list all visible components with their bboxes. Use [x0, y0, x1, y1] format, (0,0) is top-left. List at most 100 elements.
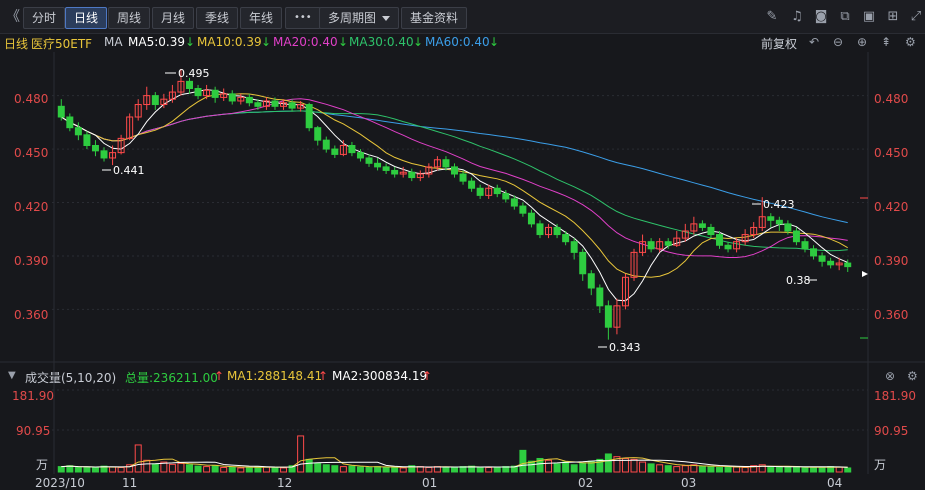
grid-icon[interactable]: ⊞	[887, 9, 899, 24]
candle-body	[331, 148, 339, 155]
volume-bar	[750, 465, 758, 473]
pin-icon[interactable]: ⇞	[881, 35, 892, 49]
volume-bar	[621, 457, 629, 473]
ma5-line	[61, 89, 848, 302]
volume-bar	[134, 444, 142, 473]
candle-body	[314, 127, 322, 141]
volume-bar	[262, 466, 270, 473]
candle-body	[220, 93, 228, 98]
candle-body	[83, 134, 91, 146]
volume-bar	[510, 465, 518, 473]
candle-body	[502, 193, 510, 200]
candle-body	[767, 216, 775, 221]
volume-bar	[579, 462, 587, 473]
candle-body	[476, 187, 484, 196]
volume-bar	[656, 464, 664, 473]
volume-settings-icon[interactable]: ⚙	[907, 369, 918, 383]
tab-intraday[interactable]: 分时	[23, 7, 66, 29]
zoom-in-icon[interactable]: ⊕	[857, 35, 868, 49]
layers-icon[interactable]: ▣	[862, 9, 876, 24]
price-tick-left-0480: 0.480	[14, 92, 49, 106]
edit-icon[interactable]: ✎	[766, 9, 778, 24]
candle-body	[818, 255, 826, 262]
candle-body	[545, 226, 553, 236]
ma-legend-bar: 日线 医疗50ETF MA MA5:0.39 ↓ MA10:0.39 ↓ MA2…	[0, 34, 925, 51]
candle-body	[733, 241, 741, 250]
annotations: 0.495 0.441 0.343 0.423 0.38	[102, 67, 868, 354]
volume-bar	[74, 466, 82, 473]
more-button[interactable]: •••	[285, 7, 321, 29]
candle-body	[433, 159, 441, 168]
volume-bar	[527, 460, 535, 473]
volume-legend-bar: ▼ 成交量(5,10,20) 总量:236211.00 ↑ MA1:288148…	[0, 368, 925, 385]
volume-close-icon[interactable]: ⊗	[885, 369, 896, 383]
volume-bar	[186, 464, 193, 473]
camera-icon[interactable]: ◙	[814, 9, 828, 24]
collapse-icon[interactable]: 《	[6, 9, 20, 25]
volume-bar	[545, 459, 553, 473]
settings-icon[interactable]: ⚙	[905, 35, 916, 49]
candle-body	[750, 226, 758, 236]
copy-icon[interactable]: ⧉	[840, 9, 850, 24]
price-tick-right-0390: 0.390	[874, 254, 909, 268]
candle-body	[91, 145, 99, 152]
volume-bar	[83, 466, 91, 473]
last-annotation: 0.38	[786, 274, 811, 287]
candle-body	[365, 157, 373, 164]
ma10-line	[61, 93, 848, 278]
volume-bar	[151, 463, 159, 473]
volume-bar	[280, 467, 288, 473]
volume-bar	[382, 466, 390, 473]
volume-bar	[391, 466, 399, 473]
candle-body	[698, 223, 706, 228]
adjust-label[interactable]: 前复权	[761, 37, 798, 51]
volume-bar	[91, 467, 99, 473]
volume-collapse-icon[interactable]: ▼	[8, 370, 16, 381]
candle-body	[203, 89, 211, 97]
candle-body	[570, 241, 578, 253]
volume-total: 总量:236211.00	[125, 371, 218, 385]
candle-body	[177, 80, 185, 93]
expand-icon[interactable]: ⤢	[910, 9, 922, 24]
candle-body	[374, 162, 382, 168]
candle-body	[493, 187, 501, 195]
candle-body	[656, 241, 664, 250]
candle-body	[416, 173, 424, 179]
tab-yearly[interactable]: 年线	[240, 7, 283, 29]
date-tick-03: 03	[681, 476, 697, 490]
tab-weekly[interactable]: 周线	[108, 7, 151, 29]
tab-monthly[interactable]: 月线	[152, 7, 195, 29]
volume-bar	[758, 464, 766, 473]
tab-daily[interactable]: 日线	[65, 7, 108, 29]
volume-bar	[647, 463, 655, 473]
volume-bar	[844, 467, 852, 473]
volume-bar	[100, 465, 108, 473]
volume-bar	[681, 465, 689, 473]
volume-title: 成交量(5,10,20)	[25, 371, 117, 385]
volume-bar	[228, 466, 236, 473]
zoom-out-icon[interactable]: ⊖	[833, 35, 844, 49]
candle-body	[425, 166, 433, 175]
undo-icon[interactable]: ↶	[809, 35, 820, 49]
bell-icon[interactable]: ♫	[791, 9, 803, 24]
volume-bar	[818, 466, 826, 473]
volume-bar	[322, 464, 330, 473]
candle-body	[485, 187, 493, 196]
volume-bar	[143, 459, 151, 473]
candle-body	[792, 230, 800, 243]
candle-body	[160, 98, 168, 106]
tab-quarterly[interactable]: 季线	[196, 7, 239, 29]
ma60-down-icon: ↓	[489, 35, 500, 49]
volume-bar	[57, 466, 65, 473]
multi-period-label: 多周期图	[328, 11, 377, 25]
candle-body	[801, 241, 809, 250]
multi-period-dropdown[interactable]: 多周期图	[319, 7, 400, 29]
candle-body	[382, 166, 390, 171]
fund-info-button[interactable]: 基金资料	[401, 7, 468, 29]
volume-bar	[673, 466, 681, 473]
candles	[57, 68, 852, 340]
volume-bar	[126, 464, 134, 473]
volume-bars	[57, 435, 852, 473]
